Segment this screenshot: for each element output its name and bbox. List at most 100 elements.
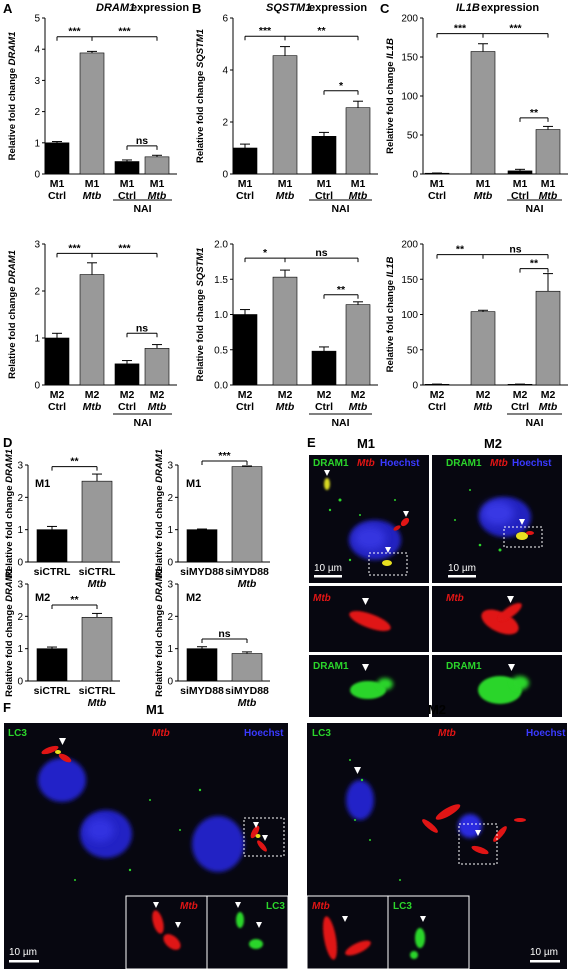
x-tick-label: M2 xyxy=(85,389,100,401)
bar xyxy=(44,142,70,175)
panel-D-group-M1-left: M1 xyxy=(35,478,50,490)
x-tick-label: Ctrl xyxy=(118,190,136,202)
sig-label: * xyxy=(263,247,268,259)
y-tick-label: 3 xyxy=(34,240,40,251)
sig-label: ns xyxy=(315,247,327,259)
x-tick-label: Mtb xyxy=(238,697,257,709)
sig-label: *** xyxy=(454,23,467,35)
y-tick-label: 0.0 xyxy=(214,381,228,392)
x-tick-label: siCTRL xyxy=(79,685,116,697)
panel-C-title-gene: IL1B xyxy=(456,2,480,14)
sig-label: ns xyxy=(218,628,230,640)
y-tick-label: 50 xyxy=(407,345,419,356)
x-tick-label: Mtb xyxy=(276,401,295,413)
x-tick-label: Mtb xyxy=(349,190,368,202)
y-tick-label: 2 xyxy=(34,107,40,118)
panel-letter-C: C xyxy=(380,1,390,16)
nai-label: NAI xyxy=(133,203,151,215)
panel-E-M1-inset-mtb: Mtb xyxy=(309,586,429,652)
sig-label: * xyxy=(339,80,344,92)
bar xyxy=(345,304,371,386)
x-tick-label: M2 xyxy=(150,389,165,401)
y-tick-label: 3 xyxy=(167,580,173,591)
nai-label: NAI xyxy=(133,417,151,429)
x-tick-label: Ctrl xyxy=(315,401,333,413)
x-tick-label: Ctrl xyxy=(428,401,446,413)
x-tick-label: siMYD88 xyxy=(180,566,224,578)
bar xyxy=(272,55,298,175)
y-tick-label: 200 xyxy=(401,14,418,25)
F-M1-inset-label-Mtb: Mtb xyxy=(180,901,198,912)
sig-label: *** xyxy=(259,25,272,37)
bar xyxy=(186,529,218,563)
bar xyxy=(114,161,140,175)
y-tick-label: 0 xyxy=(412,170,418,181)
x-tick-label: M2 xyxy=(278,389,293,401)
E-M1-inset-label-Mtb: Mtb xyxy=(313,593,331,604)
bar xyxy=(114,363,140,386)
panel-letter-D: D xyxy=(3,435,12,450)
x-tick-label: siMYD88 xyxy=(225,566,269,578)
x-tick-label: Ctrl xyxy=(511,401,529,413)
y-tick-label: 4 xyxy=(34,45,40,56)
bar xyxy=(272,276,298,386)
x-tick-label: siMYD88 xyxy=(225,685,269,697)
y-axis-label: Relative fold change DRAM1 xyxy=(7,250,18,379)
y-tick-label: 2 xyxy=(167,612,173,623)
panel-E-M1-main-image: DRAM1 Mtb Hoechst 10 µm xyxy=(309,455,429,583)
y-axis-label: Relative fold change DRAM1 xyxy=(154,449,165,578)
panel-F-M1-header: M1 xyxy=(146,702,164,717)
panel-letter-A: A xyxy=(3,1,13,16)
y-tick-label: 150 xyxy=(401,53,418,64)
x-tick-label: Ctrl xyxy=(315,190,333,202)
y-tick-label: 3 xyxy=(17,580,23,591)
y-tick-label: 1 xyxy=(34,334,40,345)
y-tick-label: 0 xyxy=(34,170,40,181)
x-tick-label: Mtb xyxy=(88,578,107,590)
x-tick-label: Mtb xyxy=(148,401,167,413)
x-tick-label: Mtb xyxy=(88,697,107,709)
sig-label: ** xyxy=(70,456,79,468)
panel-E-M2-header: M2 xyxy=(484,436,502,451)
scale-bar xyxy=(314,575,342,578)
y-tick-label: 2 xyxy=(17,493,23,504)
y-tick-label: 1 xyxy=(167,525,173,536)
y-tick-label: 3 xyxy=(167,461,173,472)
panel-E-M1-header: M1 xyxy=(357,436,375,451)
y-tick-label: 6 xyxy=(222,14,228,25)
panel-F-M2-image: LC3 Mtb Hoechst 10 µm Mtb LC3 xyxy=(306,723,567,970)
x-tick-label: M1 xyxy=(150,178,165,190)
x-tick-label: M1 xyxy=(120,178,135,190)
bar xyxy=(507,170,533,175)
panel-D-group-M1-right: M1 xyxy=(186,478,201,490)
x-tick-label: M1 xyxy=(430,178,445,190)
y-tick-label: 1 xyxy=(17,525,23,536)
y-tick-label: 2.0 xyxy=(214,240,228,251)
y-tick-label: 2 xyxy=(222,118,228,129)
x-tick-label: M2 xyxy=(476,389,491,401)
y-tick-label: 2 xyxy=(167,493,173,504)
bar xyxy=(81,617,113,682)
panel-E-M2-inset-dram1: DRAM1 xyxy=(432,655,562,717)
F-M2-scalebar-label: 10 µm xyxy=(530,947,558,958)
F-M1-label-LC3: LC3 xyxy=(8,728,27,739)
sig-label: ** xyxy=(530,258,539,270)
bar xyxy=(311,136,337,175)
x-tick-label: siCTRL xyxy=(79,566,116,578)
F-M1-scalebar-label: 10 µm xyxy=(9,947,37,958)
panel-E-M2-main-image: DRAM1 Mtb Hoechst 10 µm xyxy=(432,455,562,583)
sig-label: ns xyxy=(509,244,521,256)
x-tick-label: M1 xyxy=(476,178,491,190)
E-M2-inset-label-Mtb: Mtb xyxy=(446,593,464,604)
chart-B_bot: 0.0 0.5 1.0 1.5 2.0 Relative fold change SQST… xyxy=(195,240,378,429)
F-M1-label-Mtb: Mtb xyxy=(152,728,170,739)
y-tick-label: 3 xyxy=(34,76,40,87)
sig-label: ** xyxy=(317,25,326,37)
y-axis-label: Relative fold change SQSTM1 xyxy=(195,29,206,163)
nai-label: NAI xyxy=(525,203,543,215)
y-tick-label: 0 xyxy=(167,558,173,569)
